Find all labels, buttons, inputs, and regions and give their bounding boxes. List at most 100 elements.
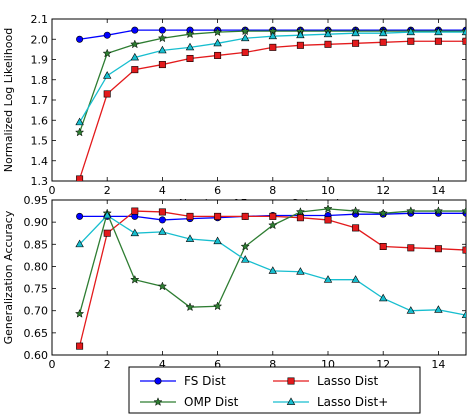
data-point [268,220,278,230]
data-point [131,66,139,74]
data-point [351,275,360,283]
plot-area [51,199,467,356]
y-tick-label: 0.70 [24,305,49,318]
data-point [185,29,195,39]
y-axis-label: Normalized Log Likelihood [2,28,15,172]
data-point [103,229,111,237]
data-point [103,31,111,39]
data-point [157,33,168,43]
y-tick-label: 0.65 [24,327,49,340]
data-point [130,228,140,237]
data-point [378,293,388,302]
data-point [323,275,333,283]
data-point [130,39,140,49]
data-point [350,206,361,216]
data-point [75,117,84,126]
data-point [185,302,195,312]
data-point [185,42,195,51]
data-point [323,203,333,213]
legend-label: Lasso Dist [317,374,379,388]
series-lasso-dist [76,37,466,181]
y-tick-label: 1.5 [31,135,49,148]
x-tick-label: 6 [214,184,221,197]
data-point [213,38,222,47]
data-point [462,246,466,254]
data-point [241,48,249,56]
y-tick-label: 0.90 [24,216,49,229]
y-tick-label: 1.3 [31,175,49,188]
data-point [462,37,466,45]
data-point [130,274,140,284]
likelihood-chart: 024681012141.31.41.51.61.71.81.92.02.1Nu… [2,13,467,210]
data-point [157,281,168,291]
legend-marker [153,397,163,406]
data-point [406,306,416,314]
data-point [212,27,223,37]
y-tick-label: 0.80 [24,260,49,273]
legend-marker [287,377,295,385]
legend-label: OMP Dist [184,395,239,409]
data-point [434,37,442,45]
data-point [296,214,304,222]
data-point [461,310,466,319]
data-point [240,241,250,251]
data-point [212,301,223,311]
series-omp-dist [74,203,466,318]
data-point [352,224,360,232]
legend-entry: OMP Dist [140,395,239,409]
legend-marker [286,397,296,405]
legend-marker [154,377,162,385]
x-tick-label: 14 [431,184,445,197]
y-tick-label: 0.85 [24,238,49,251]
data-point [406,206,416,216]
accuracy-chart: 0 2 4 6 8 10 12 140.600.650.700.750.800.850.900… [2,194,467,384]
data-point [407,244,415,252]
series-lasso-dist [76,207,466,350]
data-point [75,239,84,248]
legend-entry: Lasso Dist [273,374,379,388]
x-tick-label: 8 [269,358,276,371]
x-tick-label: 14 [431,358,445,371]
x-tick-label: 8 [269,184,276,197]
y-tick-label: 1.9 [31,54,49,67]
y-tick-label: 1.4 [31,155,49,168]
data-point [323,29,333,38]
data-point [158,61,166,69]
y-tick-label: 1.7 [31,94,49,107]
data-point [379,243,387,251]
data-point [407,37,415,45]
data-point [185,234,195,242]
data-point [434,245,442,253]
x-tick-label: 0 [49,184,56,197]
legend-box [128,366,421,414]
y-tick-label: 1.8 [31,74,49,87]
y-tick-label: 2.1 [31,13,49,26]
legend: FS Dist Lasso Dist OMP Dist Lasso Dist+ [128,366,421,414]
data-point [324,216,332,224]
data-point [131,26,139,34]
data-point [158,216,166,224]
y-tick-label: 1.6 [31,114,49,127]
data-point [324,40,332,48]
data-point [240,255,250,263]
y-tick-label: 0.75 [24,283,49,296]
plot-area [51,18,467,182]
data-point [352,39,360,47]
y-axis-label: Generalization Accuracy [2,210,15,344]
data-point [434,305,443,313]
y-tick-label: 0.95 [24,194,49,207]
data-point [74,308,85,318]
x-tick-label: 12 [376,184,390,197]
legend-entry: Lasso Dist+ [273,395,388,409]
data-point [103,90,111,98]
data-point [434,27,443,36]
data-point [214,212,222,220]
data-point [240,33,250,42]
data-point [76,35,84,43]
series-lasso-dist [75,27,466,126]
data-point [158,208,166,216]
data-point [76,175,84,181]
data-point [240,26,250,36]
y-tick-label: 0.60 [24,349,49,362]
